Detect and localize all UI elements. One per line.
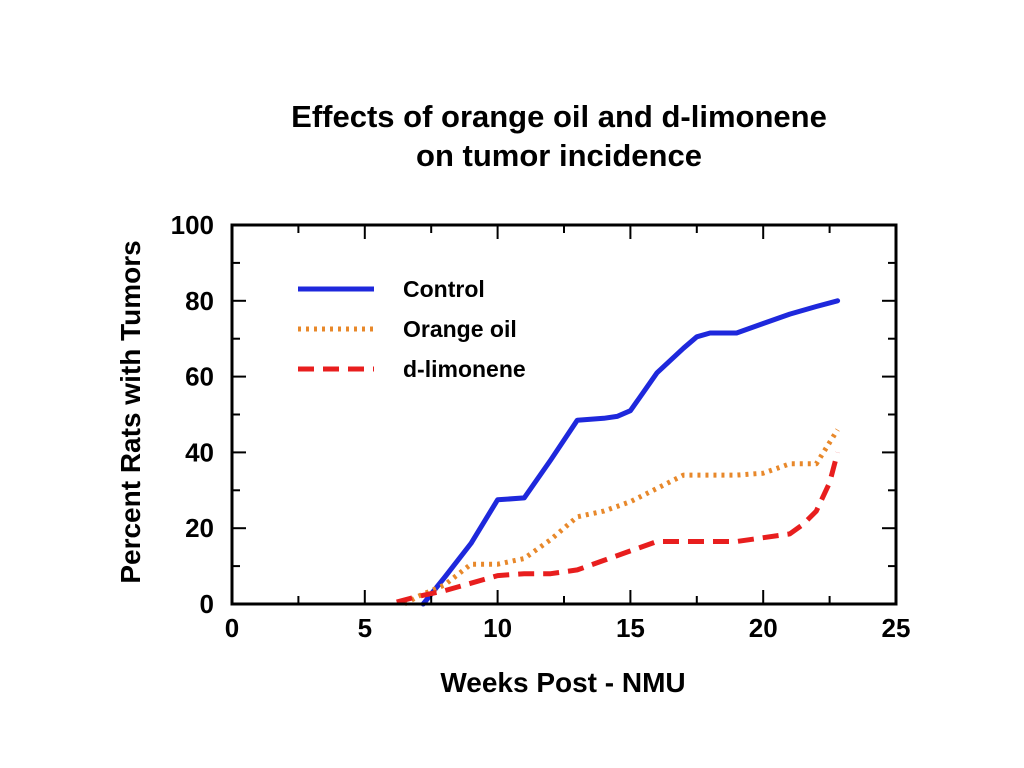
chart-title-line-1: Effects of orange oil and d-limonene — [291, 99, 827, 134]
x-axis-label: Weeks Post - NMU — [440, 667, 685, 698]
x-tick-label: 20 — [749, 613, 778, 643]
series-line-0 — [420, 298, 841, 607]
x-tick-label: 10 — [483, 613, 512, 643]
x-tick-label: 5 — [358, 613, 372, 643]
y-tick-label: 60 — [185, 362, 214, 392]
x-tick-label: 25 — [882, 613, 911, 643]
x-tick-label: 0 — [225, 613, 239, 643]
legend-label-1: Orange oil — [403, 316, 517, 342]
y-tick-label: 80 — [185, 286, 214, 316]
legend-label-2: d-limonene — [403, 356, 526, 382]
y-tick-label: 100 — [171, 210, 214, 240]
legend-label-0: Control — [403, 276, 485, 302]
series-line-1 — [403, 428, 840, 607]
plot-frame — [230, 223, 898, 606]
x-tick-label: 15 — [616, 613, 645, 643]
legend: Control Orange oil d-limonene — [298, 276, 526, 382]
y-axis-label: Percent Rats with Tumors — [115, 240, 146, 583]
y-tick-label: 20 — [185, 513, 214, 543]
y-tick-label: 0 — [200, 589, 214, 619]
chart-title-line-2: on tumor incidence — [416, 138, 702, 173]
y-tick-label: 40 — [185, 437, 214, 467]
series-line-2 — [396, 451, 841, 605]
plot-area: 0 5 10 15 20 25 0 20 40 60 80 100 — [171, 210, 911, 643]
